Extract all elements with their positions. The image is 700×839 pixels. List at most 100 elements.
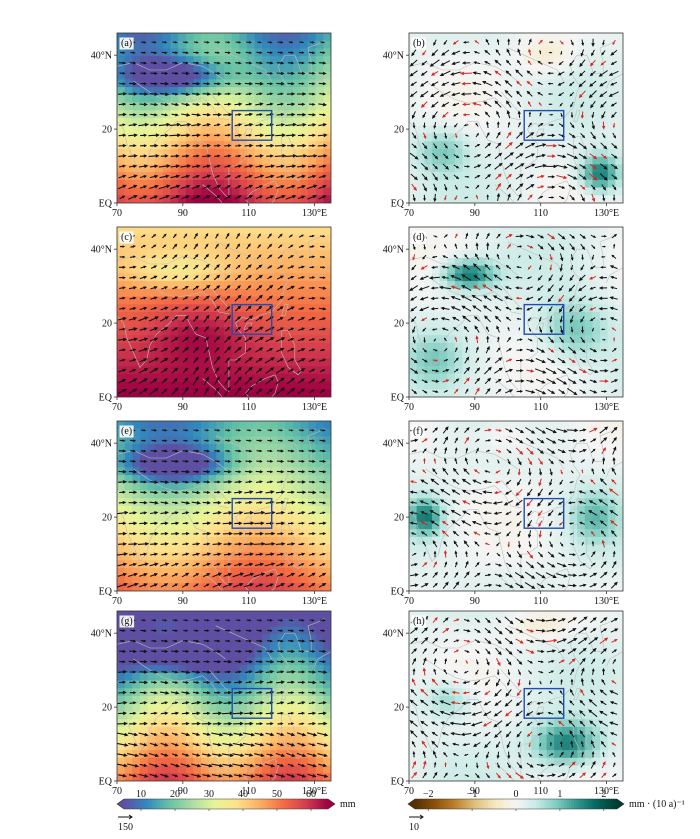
field-cell: [470, 118, 479, 127]
wind-vector: [298, 563, 305, 567]
wind-vector: [308, 61, 316, 65]
field-cell: [447, 335, 456, 344]
field-cell: [439, 312, 448, 321]
wind-vector: [140, 470, 147, 474]
field-cell: [185, 544, 194, 553]
wind-vector: [172, 275, 178, 280]
field-cell: [561, 118, 570, 127]
field-cell: [262, 482, 271, 491]
field-cell: [323, 242, 331, 251]
wind-vector: [182, 326, 189, 333]
wind-vector: [600, 153, 608, 159]
field-cell: [170, 560, 179, 569]
field-cell: [462, 373, 471, 382]
wind-vector: [308, 296, 316, 300]
field-cell: [193, 281, 202, 290]
field-cell: [254, 389, 263, 397]
wind-vector: [610, 379, 619, 383]
field-cell: [254, 56, 263, 65]
wind-vector: [277, 317, 284, 321]
field-cell: [292, 389, 301, 397]
field-cell: [500, 327, 509, 336]
wind-vector: [119, 307, 126, 310]
wind-vector: [150, 521, 159, 525]
wind-vector: [161, 429, 168, 432]
wind-vector: [319, 327, 327, 331]
field-cell: [569, 48, 578, 57]
wind-vector: [266, 284, 274, 291]
wind-vector: [276, 347, 285, 353]
wind-vector: [234, 386, 242, 396]
wind-vector: [119, 327, 126, 331]
field-cell: [216, 451, 225, 461]
wind-vector: [255, 583, 264, 588]
wind-vector: [255, 531, 264, 536]
field-cell: [193, 296, 202, 305]
wind-vector: [254, 174, 265, 179]
field-cell: [538, 288, 547, 297]
field-cell: [500, 133, 509, 142]
field-cell: [132, 421, 141, 430]
wind-vector: [318, 174, 327, 179]
wind-vector: [160, 521, 169, 525]
field-cell: [300, 513, 309, 522]
wind-vector: [213, 274, 221, 281]
field-cell: [246, 389, 255, 397]
wind-vector: [287, 275, 295, 280]
field-cell: [201, 148, 210, 158]
field-cell: [231, 451, 240, 461]
field-cell: [477, 335, 486, 344]
field-cell: [462, 56, 471, 65]
field-cell: [615, 179, 623, 188]
field-cell: [285, 250, 294, 259]
wind-vector: [193, 583, 199, 588]
wind-vector: [505, 368, 514, 373]
field-cell: [269, 358, 278, 367]
field-cell: [447, 421, 456, 430]
field-cell: [416, 373, 425, 382]
wind-vector: [535, 388, 547, 395]
field-cell: [485, 179, 494, 188]
field-cell: [262, 102, 271, 111]
field-cell: [246, 234, 255, 243]
wind-vector: [223, 112, 233, 117]
wind-vector: [140, 480, 147, 484]
field-cell: [139, 265, 148, 274]
field-cell: [409, 257, 418, 267]
wind-vector: [600, 266, 606, 269]
field-cell: [409, 444, 418, 453]
wind-vector: [244, 336, 253, 343]
wind-vector: [286, 133, 297, 138]
wind-vector: [306, 154, 318, 158]
field-cell: [239, 118, 248, 127]
field-cell: [216, 366, 225, 375]
field-cell: [493, 296, 502, 305]
field-cell: [584, 87, 593, 96]
wind-vector: [297, 112, 307, 117]
wind-vector: [244, 174, 253, 179]
field-cell: [523, 304, 532, 313]
field-cell: [117, 475, 126, 484]
field-cell: [139, 195, 148, 203]
field-cell: [185, 342, 194, 352]
field-cell: [246, 521, 255, 530]
field-cell: [216, 102, 225, 111]
wind-vector: [287, 358, 295, 363]
wind-vector: [495, 378, 502, 384]
field-cell: [208, 172, 217, 181]
wind-vector: [474, 387, 480, 395]
wind-vector: [244, 82, 254, 86]
wind-vector: [193, 315, 199, 322]
field-cell: [269, 110, 278, 119]
field-cell: [462, 63, 471, 73]
field-cell: [269, 296, 278, 305]
field-cell: [561, 342, 570, 352]
field-cell: [285, 195, 294, 203]
wind-vector: [589, 70, 596, 77]
field-cell: [139, 187, 148, 196]
field-cell: [523, 281, 532, 290]
field-cell: [615, 94, 623, 103]
wind-vector: [547, 284, 554, 293]
field-cell: [224, 475, 233, 484]
wind-vector: [172, 61, 179, 65]
